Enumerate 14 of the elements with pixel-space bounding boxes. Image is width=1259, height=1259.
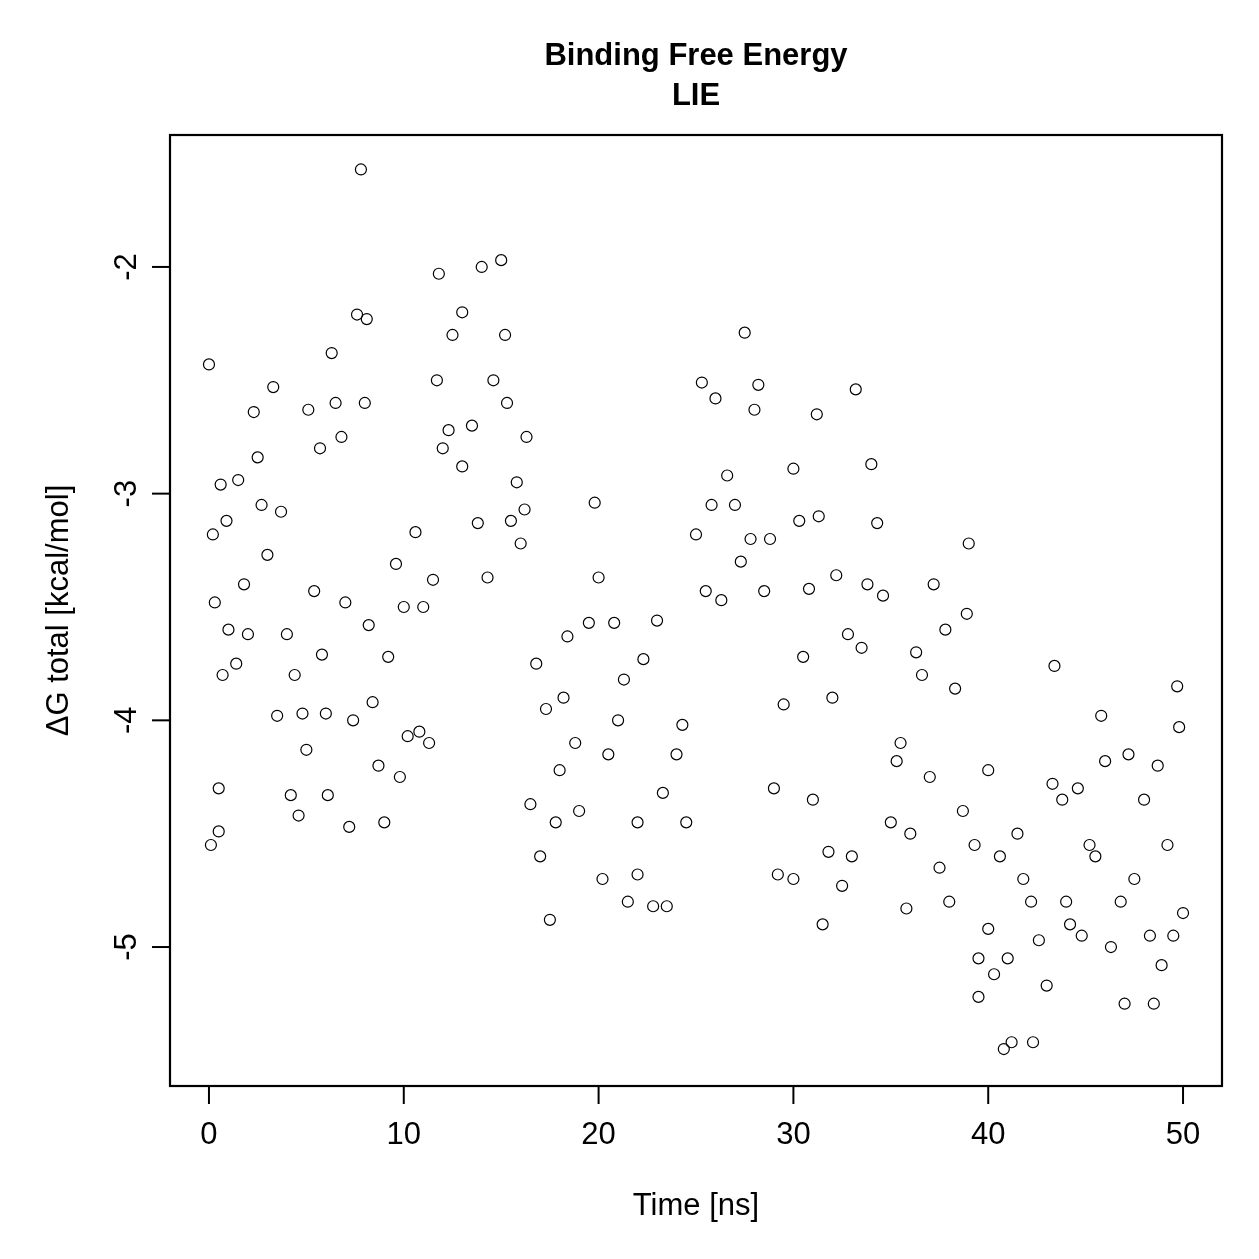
chart-title: Binding Free Energy bbox=[544, 37, 849, 72]
x-axis-title: Time [ns] bbox=[632, 1187, 760, 1222]
x-tick-label: 10 bbox=[386, 1116, 422, 1151]
y-tick-label: -2 bbox=[108, 253, 143, 281]
y-tick-label: -3 bbox=[108, 479, 143, 508]
x-tick-label: 0 bbox=[200, 1116, 218, 1151]
chart-subtitle: LIE bbox=[671, 77, 721, 112]
y-tick-label: -5 bbox=[108, 933, 143, 961]
y-axis-title: ΔG total [kcal/mol] bbox=[40, 484, 75, 737]
x-tick-label: 20 bbox=[581, 1116, 616, 1151]
y-tick-label: -4 bbox=[108, 706, 143, 735]
x-tick-label: 40 bbox=[970, 1116, 1006, 1151]
x-tick-label: 50 bbox=[1165, 1116, 1201, 1151]
x-tick-label: 30 bbox=[776, 1116, 811, 1151]
